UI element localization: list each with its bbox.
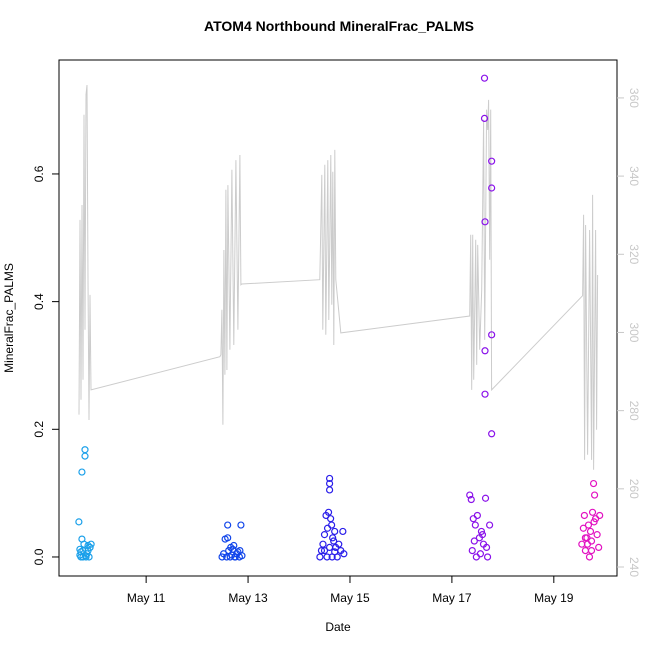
- point: [87, 540, 95, 548]
- point: [320, 531, 329, 539]
- point: [329, 534, 337, 542]
- point: [79, 553, 87, 561]
- point: [328, 521, 336, 529]
- point: [488, 331, 496, 339]
- point: [468, 546, 476, 555]
- point: [325, 543, 334, 552]
- point: [75, 518, 83, 526]
- point: [588, 508, 597, 516]
- point: [583, 540, 592, 548]
- point: [477, 527, 486, 536]
- point: [473, 511, 481, 520]
- point: [478, 531, 487, 539]
- point: [476, 550, 485, 558]
- point: [236, 546, 244, 555]
- point: [81, 452, 89, 460]
- point: [78, 535, 86, 543]
- y-tick-label: 0.6: [32, 165, 46, 182]
- y-tick-label: 0.4: [32, 293, 46, 310]
- point: [320, 546, 329, 555]
- point: [224, 534, 232, 542]
- point: [488, 157, 496, 165]
- point: [470, 537, 478, 545]
- point: [226, 553, 234, 561]
- point: [580, 511, 588, 520]
- point: [224, 521, 232, 529]
- y2-tick-label: 260: [627, 479, 641, 499]
- x-axis-label: Date: [325, 620, 351, 634]
- point: [481, 218, 489, 226]
- point: [84, 546, 92, 555]
- point: [325, 474, 334, 483]
- point: [480, 74, 489, 82]
- point: [590, 518, 598, 526]
- point: [593, 531, 601, 539]
- y-tick-label: 0.0: [32, 548, 46, 565]
- point: [76, 545, 84, 553]
- point: [586, 527, 595, 536]
- point: [317, 546, 326, 555]
- y2-tick-label: 320: [627, 244, 641, 264]
- point: [590, 491, 599, 499]
- point: [466, 491, 474, 499]
- x-tick-label: May 15: [330, 591, 370, 605]
- point: [483, 553, 492, 561]
- point: [330, 537, 338, 545]
- y2-tick-label: 340: [627, 166, 641, 186]
- point: [488, 430, 496, 438]
- point: [331, 527, 339, 536]
- y-axis-label: MineralFrac_PALMS: [2, 263, 16, 373]
- point: [77, 553, 85, 561]
- point: [324, 508, 333, 516]
- point: [595, 543, 603, 552]
- point: [596, 511, 604, 520]
- point: [579, 524, 587, 532]
- point: [237, 521, 245, 529]
- point: [584, 521, 593, 529]
- point: [339, 527, 347, 536]
- point: [78, 468, 86, 476]
- point: [467, 495, 475, 504]
- y2-tick-label: 360: [627, 88, 641, 108]
- point: [316, 553, 324, 561]
- point: [481, 494, 490, 502]
- y2-tick-label: 280: [627, 401, 641, 421]
- point: [581, 534, 590, 542]
- point: [488, 184, 496, 192]
- plot-frame: [58, 59, 618, 577]
- point: [340, 550, 348, 558]
- point: [319, 540, 327, 548]
- point: [585, 553, 594, 561]
- point: [481, 390, 489, 398]
- point: [482, 543, 491, 552]
- point: [323, 553, 331, 561]
- y2-tick-label: 300: [627, 322, 641, 342]
- x-tick-label: May 11: [127, 591, 166, 605]
- point: [331, 548, 339, 556]
- y-tick-label: 0.2: [32, 421, 46, 438]
- point: [335, 540, 343, 548]
- y2-tick-label: 240: [627, 557, 641, 577]
- point: [486, 521, 494, 529]
- point: [587, 546, 596, 555]
- point: [481, 347, 489, 355]
- x-tick-label: May 19: [534, 591, 574, 605]
- x-tick-label: May 17: [432, 591, 472, 605]
- x-tick-label: May 13: [228, 591, 268, 605]
- chart-title: ATOM4 Northbound MineralFrac_PALMS: [204, 18, 474, 34]
- point: [231, 553, 239, 561]
- point: [589, 479, 598, 488]
- line-series: [78, 84, 599, 470]
- point: [325, 486, 334, 494]
- point: [480, 114, 489, 123]
- point: [471, 521, 479, 529]
- point: [227, 543, 235, 552]
